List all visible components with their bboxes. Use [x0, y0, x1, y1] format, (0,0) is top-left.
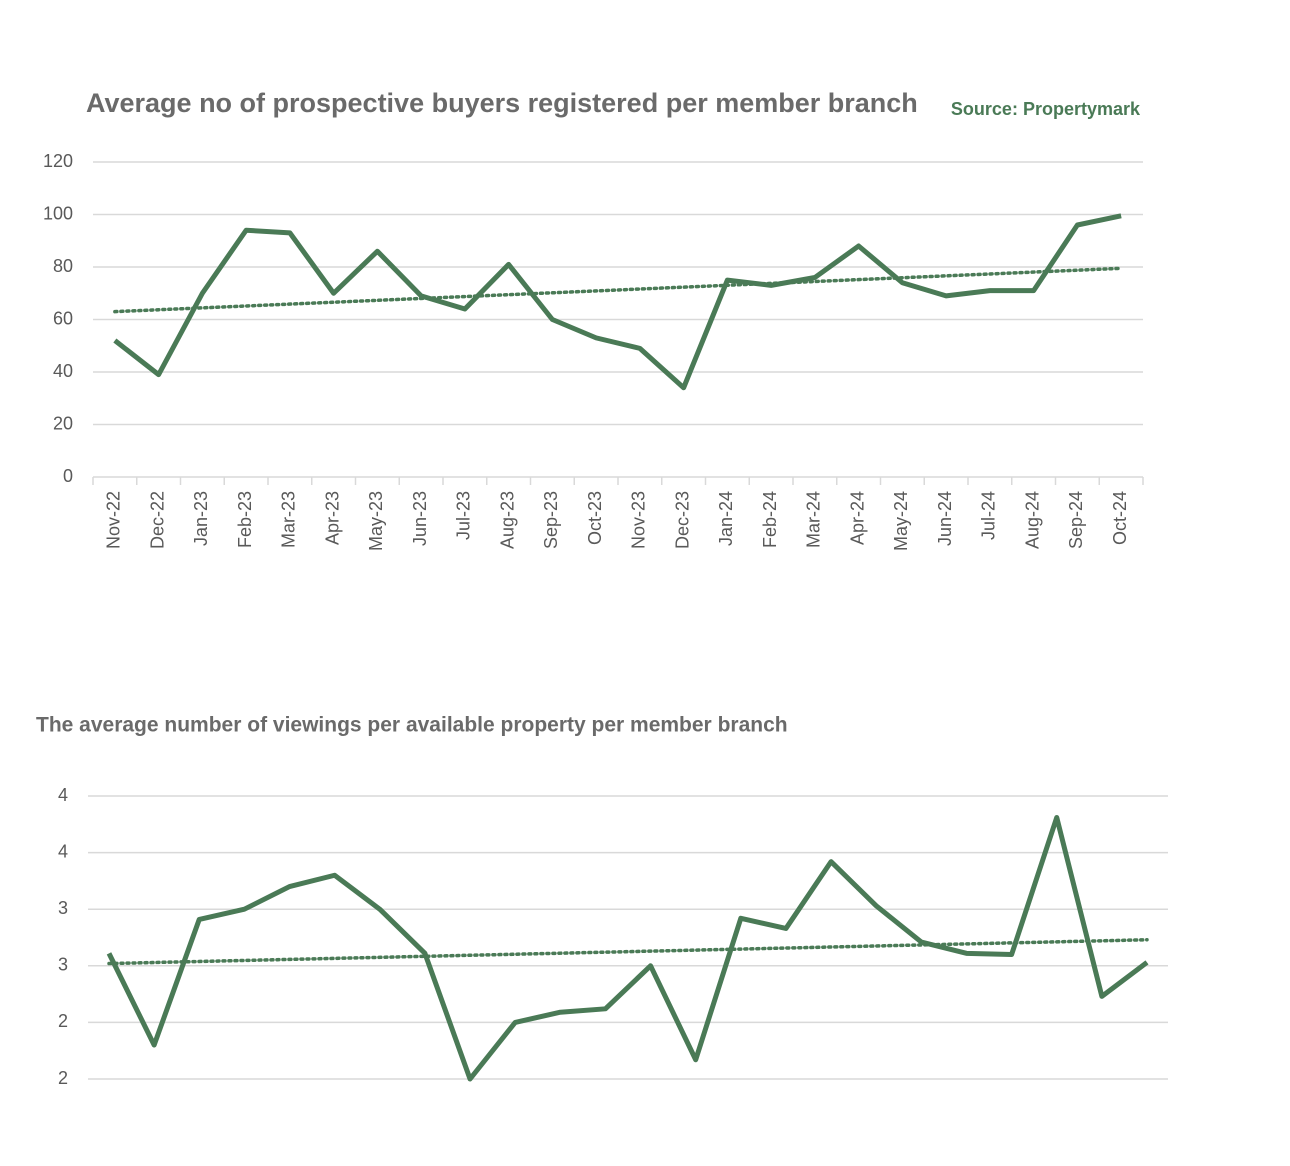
y-tick-label: 3 — [58, 898, 68, 918]
x-tick-label: Sep-24 — [1066, 491, 1086, 549]
x-tick-label: Aug-23 — [497, 491, 517, 549]
x-tick-label: Mar-24 — [804, 491, 824, 548]
x-tick-label: Jan-23 — [191, 491, 211, 546]
x-tick-label: Feb-23 — [235, 491, 255, 548]
x-tick-label: Jun-23 — [410, 491, 430, 546]
x-tick-label: Sep-23 — [541, 491, 561, 549]
data-line — [106, 815, 1149, 1082]
y-tick-label: 4 — [58, 785, 68, 805]
y-tick-label: 80 — [53, 256, 73, 276]
x-tick-label: Oct-23 — [585, 491, 605, 545]
data-line — [113, 213, 1122, 391]
y-tick-label: 4 — [58, 841, 68, 861]
x-tick-label: Oct-24 — [1110, 491, 1130, 545]
x-tick-label: Dec-23 — [672, 491, 692, 549]
y-tick-label: 100 — [43, 203, 73, 223]
x-tick-label: Jun-24 — [935, 491, 955, 546]
x-tick-label: Nov-23 — [629, 491, 649, 549]
x-tick-label: Apr-24 — [847, 491, 867, 545]
x-tick-label: Dec-22 — [147, 491, 167, 549]
chart-title: Average no of prospective buyers registe… — [86, 88, 918, 118]
trend-line — [107, 938, 1149, 966]
y-tick-label: 60 — [53, 308, 73, 328]
x-tick-label: May-24 — [891, 491, 911, 551]
x-tick-label: Jan-24 — [716, 491, 736, 546]
y-tick-label: 40 — [53, 361, 73, 381]
y-tick-label: 2 — [58, 1068, 68, 1088]
y-tick-label: 20 — [53, 413, 73, 433]
x-tick-label: Jul-24 — [979, 491, 999, 540]
y-tick-label: 0 — [63, 466, 73, 486]
x-tick-label: Apr-23 — [322, 491, 342, 545]
x-tick-label: Mar-23 — [279, 491, 299, 548]
y-tick-label: 120 — [43, 151, 73, 171]
y-tick-label: 3 — [58, 955, 68, 975]
trend-line — [113, 266, 1123, 314]
x-tick-label: May-23 — [366, 491, 386, 551]
y-tick-label: 2 — [58, 1011, 68, 1031]
x-tick-label: Nov-22 — [104, 491, 124, 549]
x-tick-label: Jul-23 — [454, 491, 474, 540]
source: Source: Propertymark — [951, 99, 1141, 119]
x-tick-label: Aug-24 — [1022, 491, 1042, 549]
chart-title: The average number of viewings per avail… — [36, 714, 788, 737]
x-tick-label: Feb-24 — [760, 491, 780, 548]
